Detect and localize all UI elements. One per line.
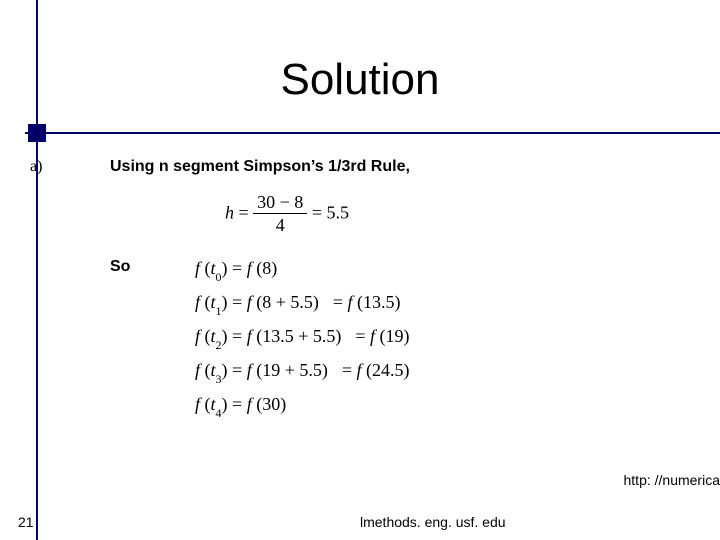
slide-title: Solution — [0, 55, 720, 105]
footer-url-right: http: //numerica — [624, 472, 720, 488]
h-symbol: h — [225, 202, 234, 222]
page-number: 21 — [18, 514, 34, 530]
equation-row: f (t0) = f (8) — [195, 256, 410, 280]
denominator: 4 — [253, 214, 307, 236]
equation-row: f (t3) = f (19 + 5.5)= f (24.5) — [195, 358, 410, 382]
vertical-rule — [36, 0, 38, 540]
slide: Solution a) Using n segment Simpson’s 1/… — [0, 0, 720, 540]
title-area: Solution — [0, 0, 720, 145]
equation-row: f (t4) = f (30) — [195, 392, 410, 416]
numerator: 30 − 8 — [253, 193, 307, 214]
rule-description: Using n segment Simpson’s 1/3rd Rule, — [110, 158, 410, 176]
equation-row: f (t1) = f (8 + 5.5)= f (13.5) — [195, 290, 410, 314]
h-equation: h = 30 − 8 4 = 5.5 — [225, 193, 349, 236]
footer-url-center: lmethods. eng. usf. edu — [360, 514, 506, 530]
fraction: 30 − 8 4 — [253, 193, 307, 236]
equation-list: f (t0) = f (8) f (t1) = f (8 + 5.5)= f (1… — [195, 256, 410, 426]
so-label: So — [110, 258, 130, 276]
title-underline — [25, 132, 720, 134]
equals-sign: = — [239, 202, 249, 222]
equation-row: f (t2) = f (13.5 + 5.5)= f (19) — [195, 324, 410, 348]
h-rhs: = 5.5 — [312, 202, 349, 222]
part-label: a) — [30, 158, 42, 176]
